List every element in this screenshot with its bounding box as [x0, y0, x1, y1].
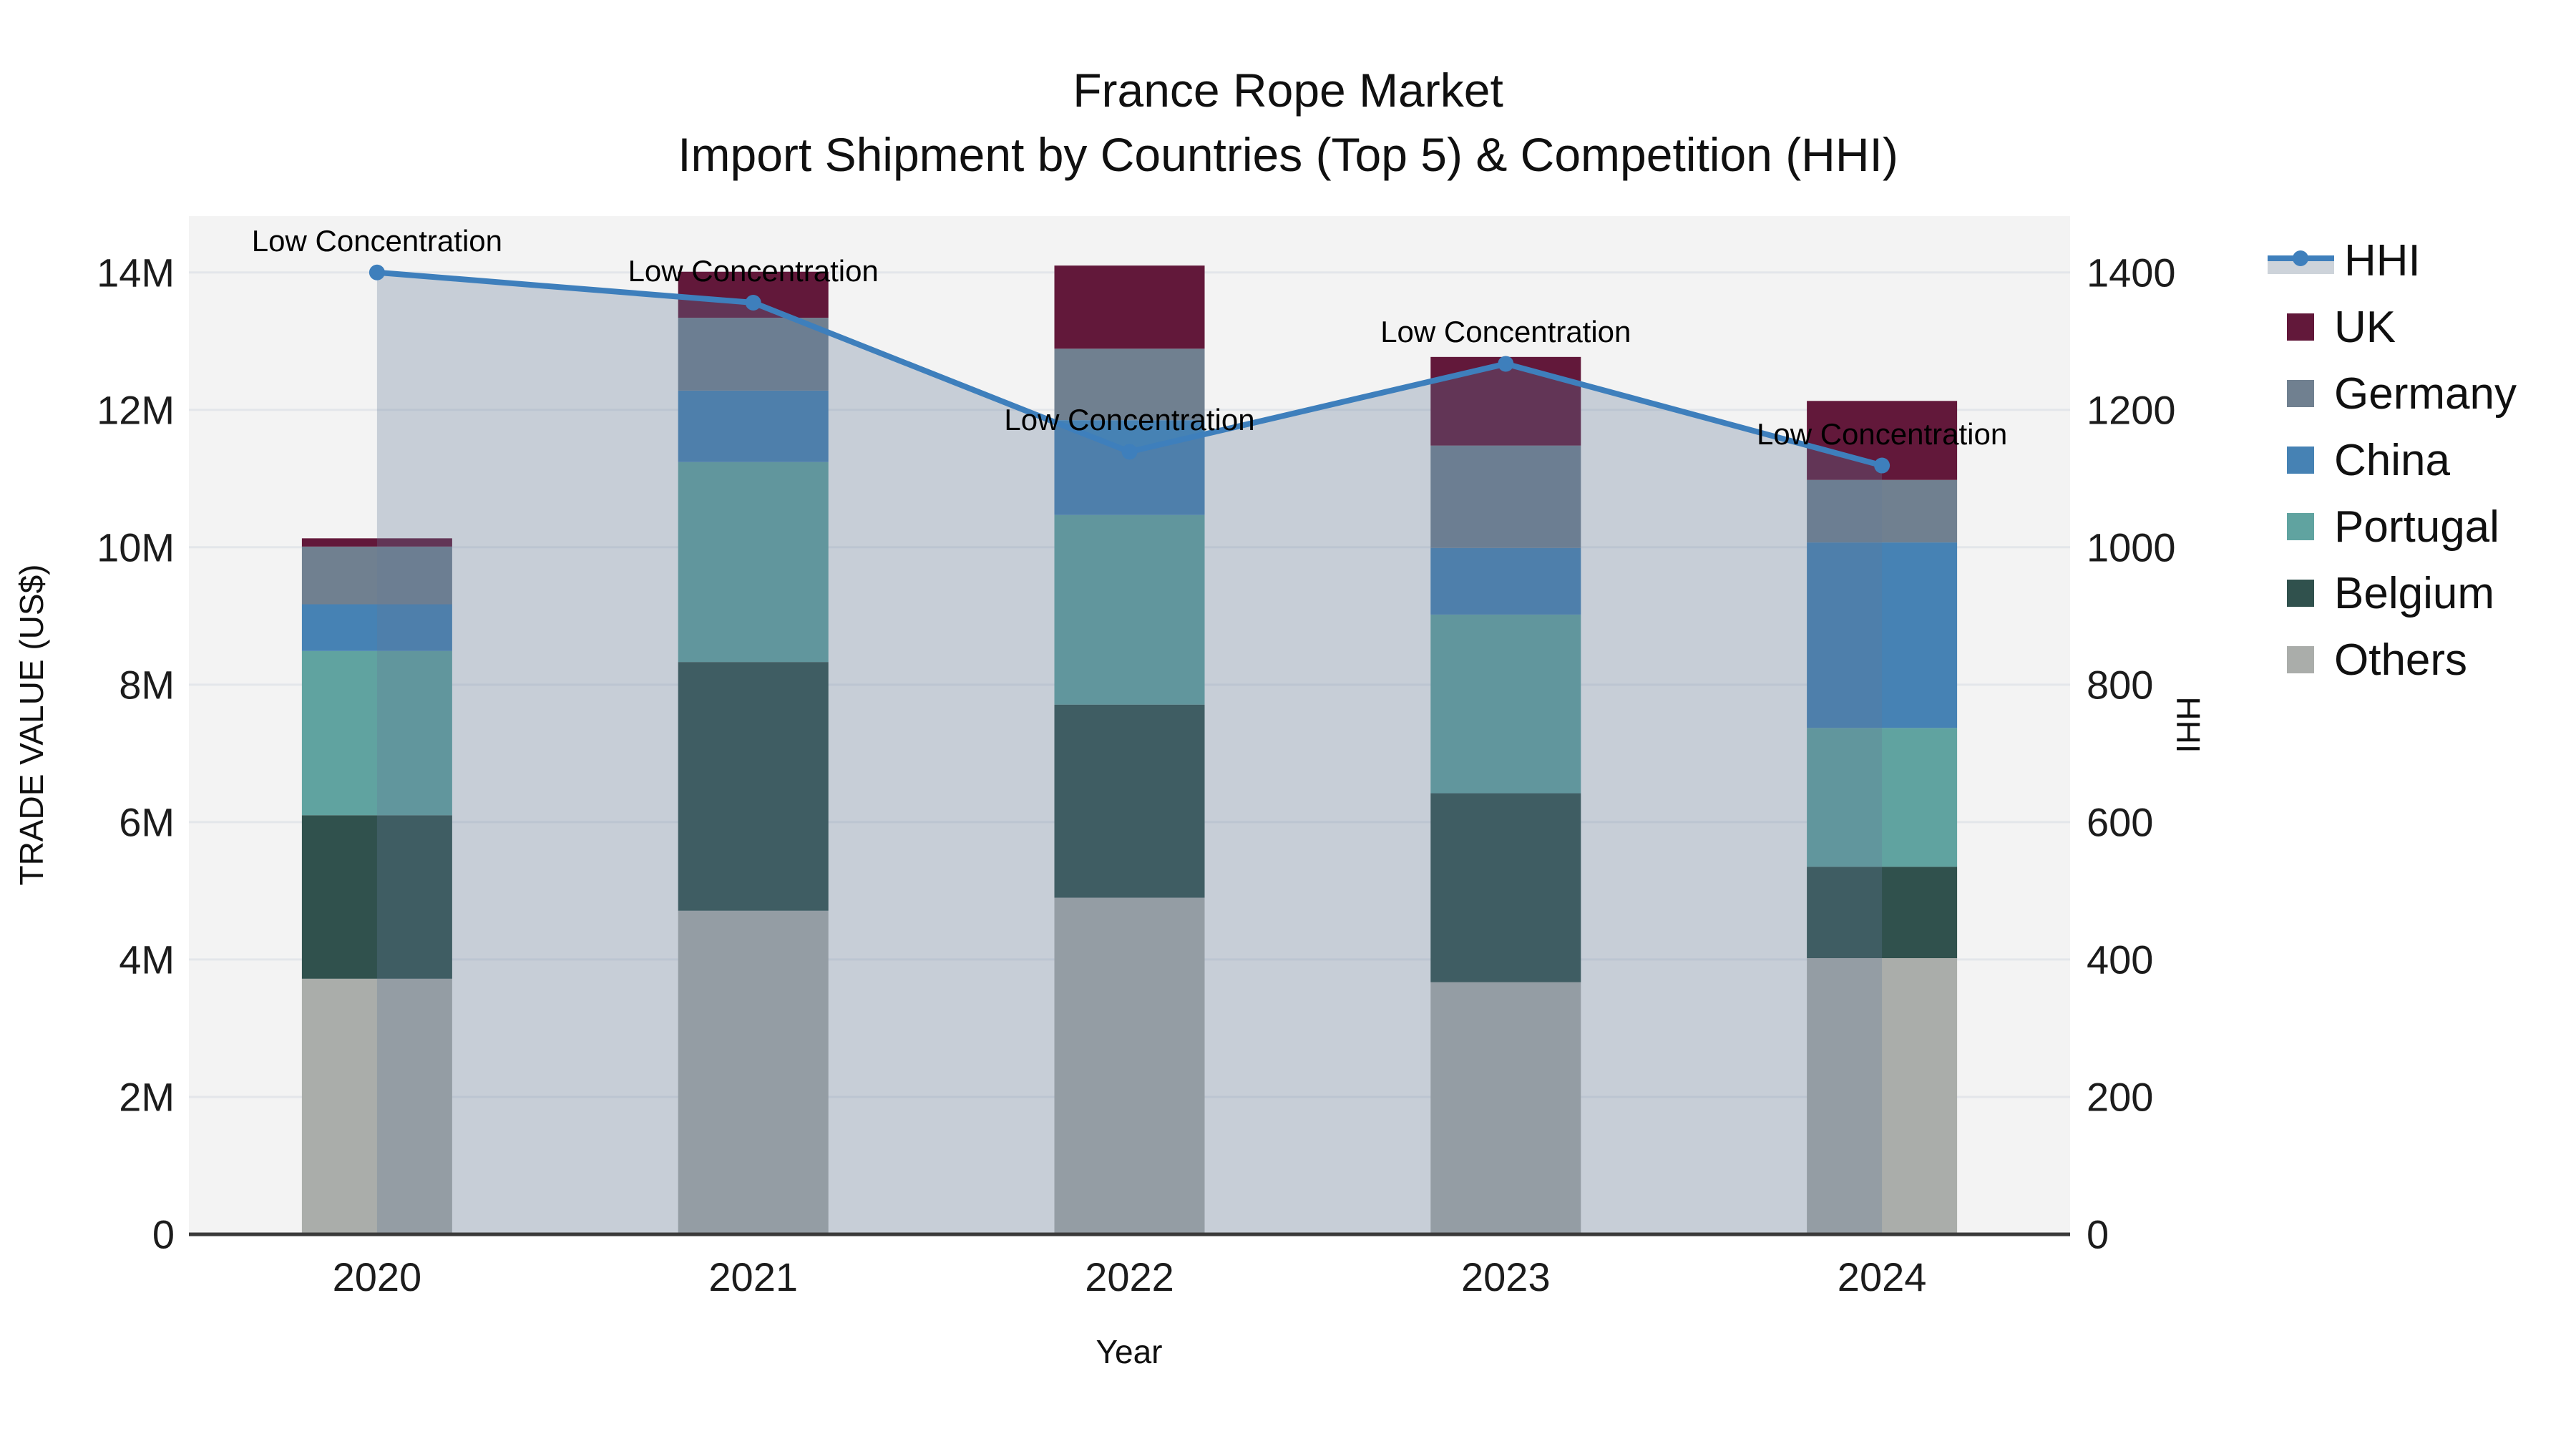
bar-segment-germany-2024 — [1807, 479, 1958, 543]
annotation-low-concentration: Low Concentration — [628, 253, 879, 288]
bar-segment-others-2021 — [678, 910, 829, 1234]
bar-segment-china-2021 — [678, 390, 829, 462]
chart-title: France Rope Market — [1073, 64, 1503, 117]
legend-label: UK — [2334, 302, 2396, 352]
y-right-tick-label: 800 — [2087, 662, 2154, 708]
annotation-low-concentration: Low Concentration — [1380, 315, 1631, 349]
bar-segment-portugal-2024 — [1807, 728, 1958, 867]
bar-segment-uk-2020 — [301, 538, 452, 547]
legend-swatch-icon — [2287, 447, 2314, 474]
hhi-marker-2023 — [1498, 356, 1514, 372]
x-tick-label: 2020 — [332, 1254, 422, 1299]
bar-segment-china-2020 — [301, 604, 452, 651]
legend-item-hhi: HHI — [2240, 235, 2421, 286]
bar-segment-portugal-2021 — [678, 462, 829, 663]
bar-segment-china-2022 — [1054, 420, 1205, 515]
legend-item-others: Others — [2240, 635, 2467, 685]
y-axis-right-title: HHI — [2170, 696, 2207, 753]
y-left-tick-label: 4M — [119, 937, 175, 982]
bar-segment-others-2020 — [301, 978, 452, 1234]
hhi-marker-2020 — [369, 264, 385, 280]
bar-segment-others-2024 — [1807, 958, 1958, 1234]
legend-item-portugal: Portugal — [2240, 502, 2499, 552]
legend-label: HHI — [2344, 235, 2421, 286]
legend-label: China — [2334, 435, 2450, 485]
y-right-tick-label: 1400 — [2087, 250, 2176, 296]
bar-segment-uk-2023 — [1430, 356, 1581, 446]
chart-subtitle: Import Shipment by Countries (Top 5) & C… — [678, 128, 1898, 181]
bar-segment-germany-2023 — [1430, 445, 1581, 548]
legend-item-germany: Germany — [2240, 369, 2517, 419]
bar-segment-germany-2022 — [1054, 348, 1205, 421]
y-left-tick-label: 2M — [119, 1074, 175, 1120]
bar-segment-china-2024 — [1807, 542, 1958, 728]
y-left-tick-label: 8M — [119, 662, 175, 708]
y-left-tick-label: 0 — [152, 1211, 175, 1257]
legend-label: Germany — [2334, 369, 2517, 419]
bar-segment-portugal-2020 — [301, 650, 452, 816]
x-tick-label: 2021 — [708, 1254, 798, 1299]
legend-swatch-icon — [2287, 580, 2314, 607]
hhi-area-fill — [376, 272, 1883, 1235]
bar-segment-germany-2021 — [678, 318, 829, 391]
bar-segment-uk-2022 — [1054, 265, 1205, 349]
bar-segment-germany-2020 — [301, 546, 452, 605]
x-tick-label: 2024 — [1837, 1254, 1927, 1299]
legend-swatch-icon — [2287, 313, 2314, 341]
legend-swatch-icon — [2287, 380, 2314, 407]
x-tick-label: 2023 — [1461, 1254, 1551, 1299]
y-right-tick-label: 400 — [2087, 937, 2154, 982]
legend-hhi-line-icon — [2240, 244, 2334, 277]
bar-segment-belgium-2021 — [678, 662, 829, 911]
y-right-tick-label: 1200 — [2087, 387, 2176, 433]
x-tick-label: 2022 — [1085, 1254, 1174, 1299]
legend-label: Portugal — [2334, 502, 2499, 552]
bar-segment-belgium-2024 — [1807, 867, 1958, 959]
annotation-low-concentration: Low Concentration — [1004, 403, 1255, 437]
bar-segment-others-2022 — [1054, 897, 1205, 1234]
hhi-marker-2022 — [1121, 444, 1138, 460]
annotation-low-concentration: Low Concentration — [1756, 416, 2008, 451]
y-right-tick-label: 0 — [2087, 1211, 2109, 1257]
y-axis-left-title: TRADE VALUE (US$) — [13, 564, 50, 886]
annotation-low-concentration: Low Concentration — [251, 223, 502, 258]
hhi-marker-2021 — [745, 294, 761, 311]
y-left-tick-label: 12M — [97, 387, 175, 433]
y-left-tick-label: 6M — [119, 799, 175, 845]
y-right-tick-label: 600 — [2087, 799, 2154, 845]
y-left-tick-label: 10M — [97, 525, 175, 570]
bar-segment-belgium-2020 — [301, 815, 452, 979]
bar-segment-portugal-2023 — [1430, 614, 1581, 794]
bar-segment-others-2023 — [1430, 982, 1581, 1234]
legend-swatch-icon — [2287, 646, 2314, 673]
y-right-tick-label: 200 — [2087, 1074, 2154, 1120]
legend-item-china: China — [2240, 435, 2450, 485]
legend-item-belgium: Belgium — [2240, 568, 2494, 618]
legend-item-uk: UK — [2240, 302, 2396, 352]
bar-segment-belgium-2023 — [1430, 793, 1581, 982]
legend-swatch-icon — [2287, 513, 2314, 540]
hhi-marker-2024 — [1874, 457, 1890, 474]
y-right-tick-label: 1000 — [2087, 525, 2176, 570]
legend-label: Belgium — [2334, 568, 2494, 618]
legend-label: Others — [2334, 635, 2468, 685]
bar-segment-belgium-2022 — [1054, 704, 1205, 898]
x-axis-title: Year — [1096, 1333, 1163, 1370]
bar-segment-portugal-2022 — [1054, 514, 1205, 705]
y-left-tick-label: 14M — [97, 250, 175, 296]
bar-segment-china-2023 — [1430, 547, 1581, 615]
